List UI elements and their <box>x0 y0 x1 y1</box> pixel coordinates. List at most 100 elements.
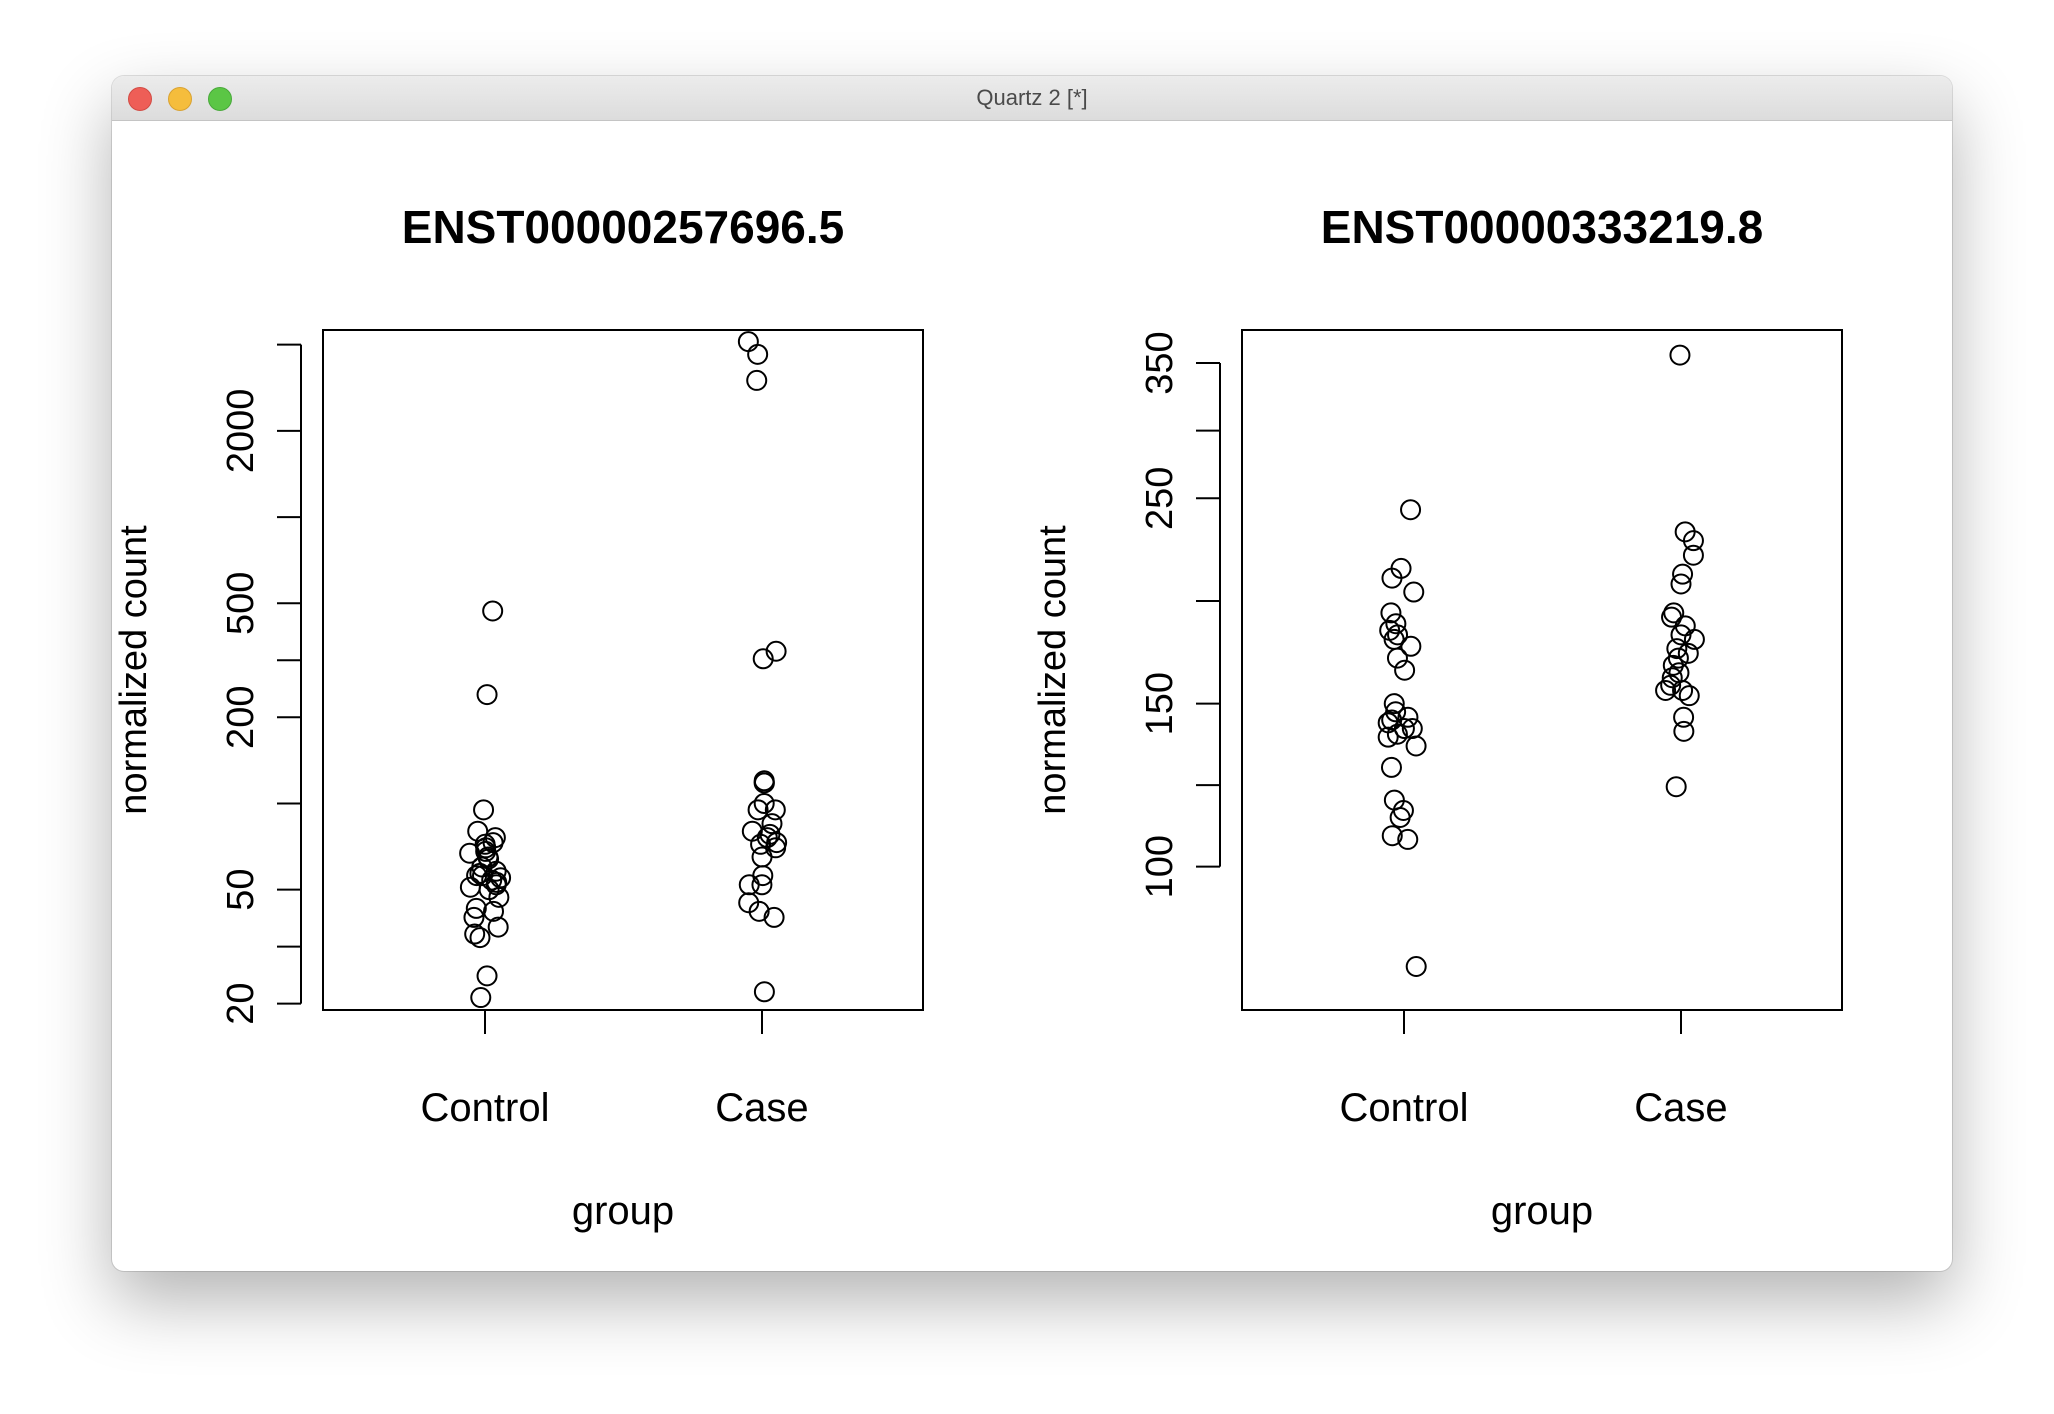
y-tick-label-2: 100 <box>1139 835 1181 898</box>
data-point-case-1 <box>752 648 774 670</box>
data-point-control-1 <box>465 897 487 919</box>
data-point-control-1 <box>464 923 486 945</box>
data-point-case-2 <box>1673 720 1695 742</box>
data-point-case-1 <box>753 792 775 814</box>
x-axis-title-2: group <box>1491 1189 1593 1233</box>
y-tick-label-1: 2000 <box>220 389 262 474</box>
data-point-control-1 <box>476 965 498 987</box>
data-point-control-2 <box>1386 723 1408 745</box>
y-tick-label-1: 20 <box>220 982 262 1024</box>
data-point-case-2 <box>1655 679 1677 701</box>
data-point-case-2 <box>1670 573 1692 595</box>
data-point-case-2 <box>1677 642 1699 664</box>
x-tick-label-case-1: Case <box>715 1086 808 1130</box>
data-point-case-2 <box>1672 679 1694 701</box>
data-point-case-2 <box>1669 344 1691 366</box>
plot-frame-2 <box>1241 329 1843 1011</box>
data-point-case-2 <box>1660 674 1682 696</box>
x-tick-label-control-2: Control <box>1340 1086 1469 1130</box>
y-tick-label-1: 500 <box>220 572 262 635</box>
data-point-case-1 <box>738 874 760 896</box>
data-point-control-2 <box>1377 726 1399 748</box>
y-axis-title-2: normalized count <box>1032 525 1074 815</box>
plot-canvas: ENST00000257696.5 20 50 200 500 2000 normalize… <box>113 201 1843 1233</box>
data-point-control-1 <box>483 900 505 922</box>
plot-area: ENST00000257696.5 20 50 200 500 2000 normalize… <box>112 121 1952 1271</box>
minimize-button[interactable] <box>168 87 192 111</box>
data-point-case-2 <box>1663 602 1685 624</box>
data-point-control-2 <box>1387 624 1409 646</box>
data-point-case-2 <box>1678 685 1700 707</box>
data-point-control-1 <box>463 906 485 928</box>
data-point-control-2 <box>1381 567 1403 589</box>
x-axis-title-1: group <box>572 1189 674 1233</box>
close-button[interactable] <box>128 87 152 111</box>
data-point-control-2 <box>1397 828 1419 850</box>
data-point-control-1 <box>469 927 491 949</box>
data-point-case-1 <box>751 846 773 868</box>
data-point-control-2 <box>1400 499 1422 521</box>
chart-title-1: ENST00000257696.5 <box>402 201 844 253</box>
data-point-control-2 <box>1394 659 1416 681</box>
y-tick-label-1: 50 <box>220 869 262 911</box>
window-title: Quartz 2 [*] <box>976 85 1088 110</box>
data-point-case-2 <box>1673 706 1695 728</box>
data-point-case-1 <box>746 369 768 391</box>
data-point-control-1 <box>473 799 495 821</box>
data-point-control-2 <box>1385 613 1407 635</box>
data-point-control-2 <box>1393 718 1415 740</box>
data-point-control-1 <box>488 886 510 908</box>
y-tick-label-2: 350 <box>1139 331 1181 394</box>
y-tick-label-2: 250 <box>1139 467 1181 530</box>
data-point-case-1 <box>748 900 770 922</box>
data-point-control-2 <box>1380 602 1402 624</box>
data-point-control-2 <box>1383 693 1405 715</box>
x-tick-label-case-2: Case <box>1634 1086 1727 1130</box>
y-tick-label-1: 200 <box>220 686 262 749</box>
data-point-case-2 <box>1662 654 1684 676</box>
y-tick-label-2: 150 <box>1139 672 1181 735</box>
data-point-control-2 <box>1397 706 1419 728</box>
data-point-control-2 <box>1381 825 1403 847</box>
x-tick-label-control-1: Control <box>421 1086 550 1130</box>
chart-title-2: ENST00000333219.8 <box>1321 201 1763 253</box>
data-point-case-1 <box>753 772 775 794</box>
title-bar[interactable]: Quartz 2 [*] <box>112 76 1952 121</box>
data-point-case-2 <box>1666 638 1688 660</box>
data-point-control-2 <box>1400 635 1422 657</box>
data-point-case-1 <box>747 343 769 365</box>
data-point-control-1 <box>470 987 492 1009</box>
data-point-case-1 <box>753 981 775 1003</box>
y-axis-title-1: normalized count <box>113 525 155 815</box>
data-point-control-2 <box>1403 581 1425 603</box>
data-point-case-2 <box>1682 530 1704 552</box>
data-point-control-2 <box>1405 735 1427 757</box>
data-point-case-1 <box>737 331 759 353</box>
data-point-case-1 <box>764 799 786 821</box>
data-point-case-2 <box>1672 563 1694 585</box>
data-point-case-1 <box>747 799 769 821</box>
data-point-control-2 <box>1380 756 1402 778</box>
zoom-button[interactable] <box>208 87 232 111</box>
data-point-case-2 <box>1661 667 1683 689</box>
data-point-case-2 <box>1682 544 1704 566</box>
data-point-case-2 <box>1665 776 1687 798</box>
data-point-case-1 <box>751 874 773 896</box>
data-point-case-1 <box>765 640 787 662</box>
data-point-control-1 <box>459 876 481 898</box>
data-point-case-1 <box>763 906 785 928</box>
data-point-case-2 <box>1683 628 1705 650</box>
data-point-case-2 <box>1670 624 1692 646</box>
data-point-case-2 <box>1667 647 1689 669</box>
data-point-control-1 <box>466 865 488 887</box>
data-point-control-1 <box>482 600 504 622</box>
quartz-window: Quartz 2 [*] ENST00000257696.5 20 50 200 500… <box>112 76 1952 1271</box>
data-point-case-1 <box>750 833 772 855</box>
data-point-control-2 <box>1389 807 1411 829</box>
data-point-control-2 <box>1405 956 1427 978</box>
data-point-case-1 <box>761 813 783 835</box>
data-point-control-2 <box>1386 647 1408 669</box>
plot-frame-1 <box>322 329 924 1011</box>
data-point-control-1 <box>476 684 498 706</box>
data-point-control-1 <box>487 916 509 938</box>
